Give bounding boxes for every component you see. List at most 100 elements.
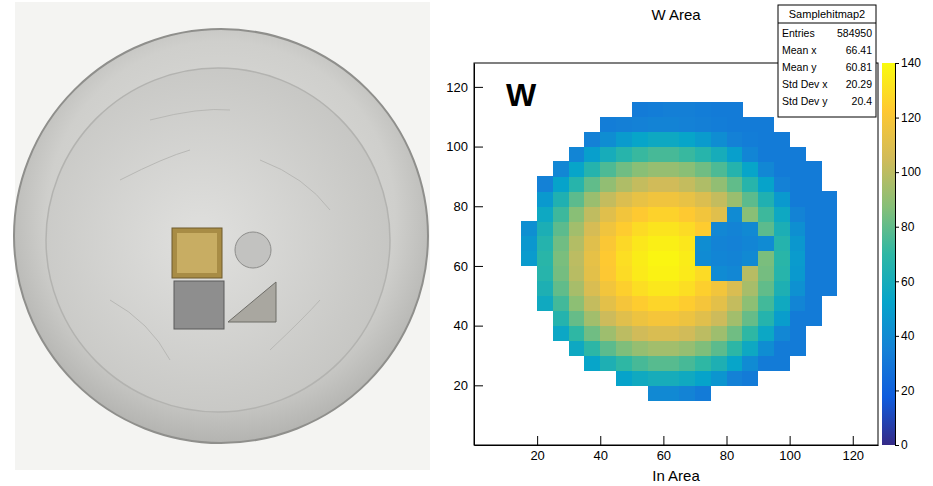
heatmap-cell: [569, 326, 585, 341]
heatmap-cell: [790, 221, 806, 236]
stats-label: Mean y: [782, 61, 817, 73]
heatmap-cell: [774, 132, 790, 147]
heatmap-cell: [663, 370, 679, 385]
heatmap-cell: [648, 296, 664, 311]
tick-mark: [474, 206, 483, 207]
stats-value: 20.4: [852, 95, 873, 107]
stats-label: Entries: [782, 27, 815, 39]
heatmap-cell: [821, 266, 837, 281]
heatmap-cell: [616, 281, 632, 296]
heatmap-cell: [648, 102, 664, 117]
tick-mark: [895, 336, 899, 337]
heatmap-cell: [569, 206, 585, 221]
heatmap-cell: [679, 385, 695, 400]
foil-crease: [110, 300, 170, 360]
heatmap-cell: [663, 191, 679, 206]
heatmap-cell: [616, 176, 632, 191]
heatmap-cell: [569, 147, 585, 162]
tick-mark: [537, 436, 538, 445]
heatmap-cell: [774, 326, 790, 341]
heatmap-cell: [616, 117, 632, 132]
heatmap-cell: [805, 311, 821, 326]
heatmap-cell: [790, 266, 806, 281]
heatmap-cell: [711, 117, 727, 132]
heatmap-cell: [521, 251, 537, 266]
stats-frame: [778, 5, 876, 117]
heatmap-cell: [695, 341, 711, 356]
heatmap-cell: [553, 191, 569, 206]
heatmap-cell: [537, 221, 553, 236]
tick: 100: [779, 436, 801, 463]
heatmap-cell: [790, 281, 806, 296]
heatmap-cell: [727, 147, 743, 162]
heatmap-cell: [553, 251, 569, 266]
gold-sample: [172, 228, 222, 278]
gold-sample-face: [177, 233, 217, 273]
heatmap-cell: [679, 236, 695, 251]
heatmap-cell: [695, 132, 711, 147]
heatmap-cell: [679, 206, 695, 221]
chart-title: W Area: [651, 6, 701, 23]
tick-mark: [895, 227, 899, 228]
heatmap-cell: [727, 326, 743, 341]
tick-mark: [895, 390, 899, 391]
heatmap-cell: [695, 266, 711, 281]
heatmap-cell: [679, 251, 695, 266]
heatmap-cell: [695, 161, 711, 176]
heatmap-cell: [742, 191, 758, 206]
heatmap-cell: [695, 147, 711, 162]
tick-label: 80: [454, 199, 468, 214]
triangle-sample: [228, 282, 276, 322]
heatmap-cell: [663, 132, 679, 147]
plot-background: [474, 63, 878, 445]
heatmap-cell: [648, 117, 664, 132]
heatmap-cell: [584, 341, 600, 356]
heatmap-cell: [632, 191, 648, 206]
heatmap-cell: [679, 221, 695, 236]
heatmap-cell: [663, 326, 679, 341]
heatmap-cell: [679, 161, 695, 176]
annotation: W: [506, 77, 537, 113]
heatmap-cell: [648, 221, 664, 236]
heatmap-cell: [727, 117, 743, 132]
heatmap-cell: [648, 370, 664, 385]
heatmap-cell: [758, 236, 774, 251]
heatmap-cell: [695, 355, 711, 370]
foil-crease: [150, 109, 230, 120]
heatmap-cell: [679, 176, 695, 191]
heatmap-cell: [727, 311, 743, 326]
heatmap-cell: [742, 266, 758, 281]
heatmap-cell: [727, 370, 743, 385]
heatmap-cell: [616, 147, 632, 162]
heatmap-cell: [695, 221, 711, 236]
heatmap-cell: [679, 132, 695, 147]
heatmap-cell: [711, 161, 727, 176]
photo: [14, 2, 430, 470]
heatmap-cell: [742, 132, 758, 147]
heatmap-cell: [805, 176, 821, 191]
heatmap-cell: [648, 311, 664, 326]
heatmap-cell: [790, 176, 806, 191]
foil-crease: [120, 150, 190, 180]
heatmap-cell: [663, 296, 679, 311]
heatmap-cell: [727, 281, 743, 296]
heatmap-cell: [790, 147, 806, 162]
heatmap-cell: [584, 161, 600, 176]
heatmap-cell: [600, 132, 616, 147]
heatmap-cell: [805, 236, 821, 251]
heatmap-cell: [711, 206, 727, 221]
heatmap-cell: [695, 281, 711, 296]
heatmap-cell: [584, 206, 600, 221]
heatmap-cell: [632, 236, 648, 251]
heatmap-cell: [648, 132, 664, 147]
heatmap-cell: [679, 281, 695, 296]
tick: 60: [454, 259, 483, 274]
heatmap-cell: [695, 117, 711, 132]
stats-value: 66.41: [846, 44, 872, 56]
tick: 120: [895, 111, 921, 125]
heatmap-cell: [758, 117, 774, 132]
tick-label: 120: [901, 111, 921, 125]
heatmap-cell: [695, 326, 711, 341]
heatmap-cell: [663, 102, 679, 117]
heatmap-cell: [727, 102, 743, 117]
